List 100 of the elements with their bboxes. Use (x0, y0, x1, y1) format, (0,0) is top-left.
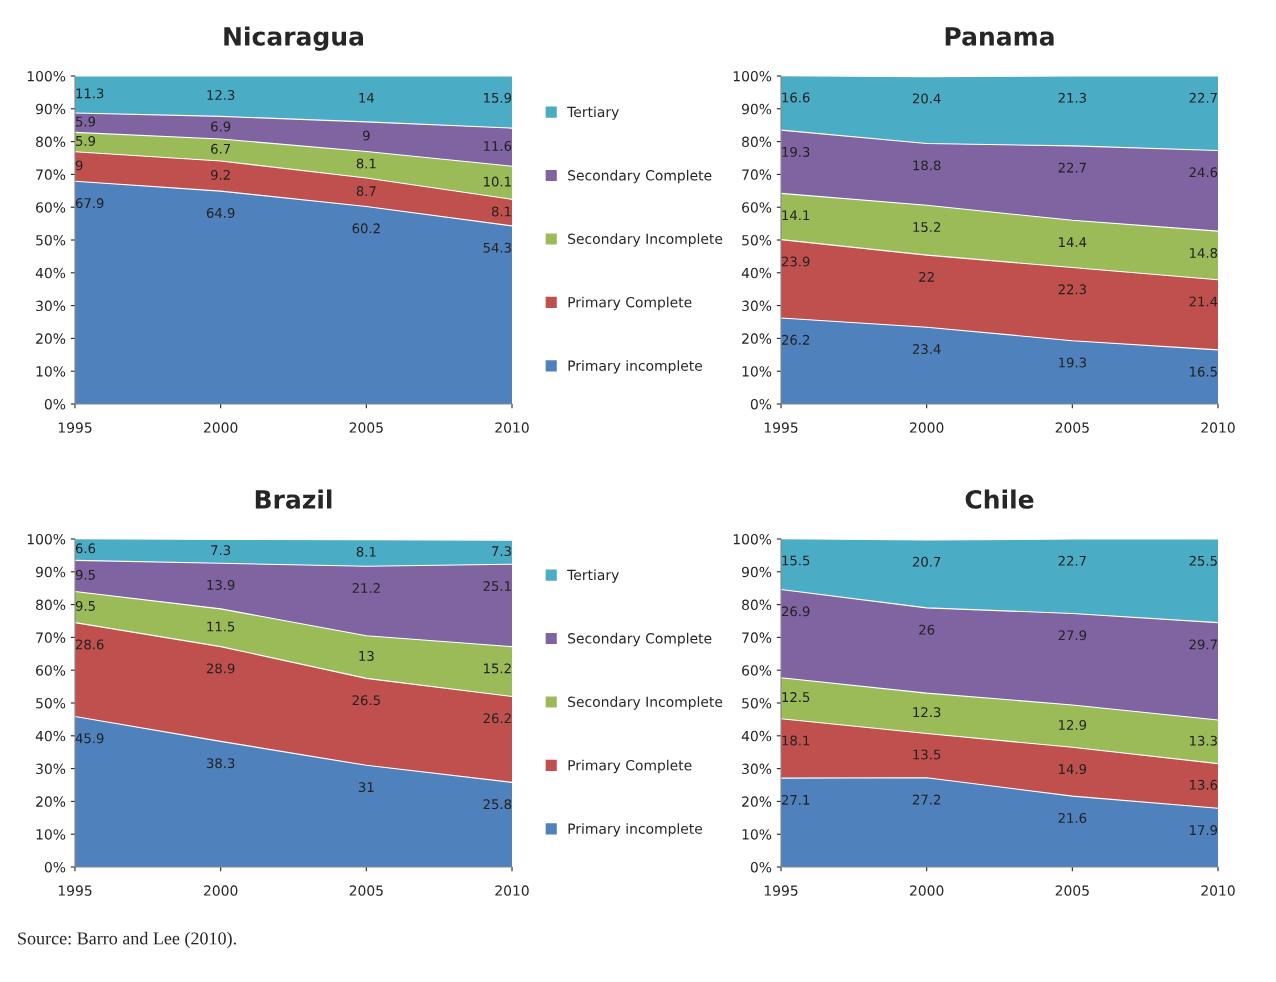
data-label: 25.1 (483, 581, 511, 592)
y-tick-label: 90% (741, 566, 772, 578)
data-label: 18.1 (782, 735, 810, 746)
y-tick-label: 50% (36, 234, 66, 246)
data-label: 23.4 (912, 344, 941, 355)
chart-title: Nicaragua (224, 26, 364, 51)
data-label: 6.6 (75, 543, 96, 554)
y-tick-label: 0% (44, 861, 66, 873)
y-tick-label: 40% (35, 730, 66, 742)
data-label: 9 (75, 160, 83, 171)
data-label: 19.3 (782, 146, 810, 157)
data-label: 26.2 (483, 713, 511, 724)
x-tick-label: 1995 (58, 422, 92, 433)
data-label: 15.2 (913, 222, 941, 233)
x-tick-label: 2005 (349, 885, 383, 896)
data-label: 28.6 (75, 639, 104, 650)
y-tick-label: 0% (750, 398, 772, 410)
y-tick-label: 20% (742, 333, 772, 344)
data-label: 18.8 (913, 160, 941, 171)
data-label: 60.2 (352, 223, 380, 234)
y-tick-label: 100% (733, 70, 772, 82)
legend-label: Tertiary (567, 569, 619, 583)
data-label: 25.8 (483, 799, 512, 810)
y-tick-label: 30% (742, 763, 772, 775)
chart-title: Brazil (255, 489, 332, 509)
data-label: 45.9 (75, 733, 104, 744)
data-label: 31 (358, 782, 374, 793)
y-tick-label: 90% (35, 103, 66, 115)
y-tick-label: 80% (36, 599, 66, 611)
data-label: 9.2 (211, 169, 230, 180)
data-label: 21.4 (1189, 296, 1218, 307)
y-tick-label: 60% (36, 202, 66, 213)
data-label: 14.8 (1190, 247, 1218, 258)
y-tick-label: 30% (36, 763, 66, 775)
data-label: 6.9 (211, 121, 231, 132)
x-tick-label: 2000 (204, 885, 238, 896)
y-tick-label: 10% (36, 366, 66, 377)
data-label: 14 (359, 92, 374, 103)
y-tick-label: 70% (742, 632, 772, 643)
data-label: 12.9 (1059, 719, 1087, 730)
y-tick-label: 90% (741, 103, 772, 115)
y-tick-label: 80% (742, 599, 772, 611)
y-tick-label: 70% (742, 169, 772, 180)
legend-label: Secondary Complete (568, 632, 712, 647)
data-label: 15.5 (782, 555, 810, 566)
y-tick-label: 10% (742, 366, 772, 377)
data-label: 67.9 (75, 198, 104, 209)
y-tick-label: 20% (36, 796, 66, 807)
data-label: 5.9 (76, 116, 96, 127)
y-tick-label: 100% (27, 70, 66, 82)
data-label: 9.5 (75, 569, 95, 580)
x-tick-label: 1995 (764, 885, 798, 896)
y-tick-label: 30% (36, 300, 66, 312)
data-label: 14.9 (1059, 764, 1087, 775)
data-label: 13.6 (1190, 779, 1218, 790)
y-tick-label: 50% (742, 234, 772, 246)
y-tick-label: 40% (741, 730, 772, 742)
y-tick-label: 50% (36, 697, 66, 709)
y-tick-label: 40% (35, 267, 66, 279)
chart-title: Chile (965, 489, 1034, 509)
y-tick-label: 80% (742, 136, 772, 148)
y-tick-label: 20% (36, 333, 66, 344)
y-tick-label: 90% (35, 566, 66, 578)
data-label: 13.9 (207, 579, 235, 590)
legend-label: Tertiary (567, 106, 619, 120)
y-tick-label: 0% (44, 398, 66, 410)
data-label: 15.9 (484, 92, 512, 103)
y-tick-label: 20% (742, 796, 772, 807)
data-label: 8.1 (491, 206, 511, 217)
x-tick-label: 2000 (204, 422, 238, 433)
x-tick-label: 2000 (910, 422, 944, 433)
data-label: 22.3 (1058, 284, 1086, 295)
x-tick-label: 2000 (910, 885, 944, 896)
data-label: 54.3 (483, 242, 511, 253)
data-label: 12.3 (913, 707, 941, 718)
y-tick-label: 60% (742, 665, 772, 676)
data-label: 5.9 (76, 135, 96, 146)
legend-label: Primary incomplete (568, 360, 703, 374)
data-label: 26.5 (352, 695, 380, 706)
data-label: 11.5 (207, 621, 235, 632)
data-label: 11.3 (76, 88, 104, 99)
data-label: 26 (919, 624, 935, 635)
legend-label: Primary Complete (568, 296, 692, 311)
data-label: 17.9 (1190, 825, 1218, 836)
y-tick-label: 40% (741, 267, 772, 279)
x-tick-label: 1995 (58, 885, 92, 896)
y-tick-label: 10% (36, 829, 66, 840)
data-label: 27.2 (912, 794, 941, 805)
data-label: 8.1 (356, 158, 376, 169)
legend-label: Secondary Incomplete (568, 233, 723, 247)
data-label: 20.7 (912, 556, 941, 567)
data-label: 26.9 (781, 606, 810, 617)
data-label: 8.7 (356, 186, 376, 197)
data-label: 21.6 (1058, 812, 1087, 823)
x-tick-label: 2005 (1055, 422, 1089, 433)
y-tick-label: 60% (742, 202, 772, 213)
data-label: 9 (362, 130, 370, 141)
data-label: 7.3 (211, 545, 231, 556)
data-label: 11.6 (484, 141, 512, 151)
data-label: 13.3 (1190, 735, 1217, 746)
